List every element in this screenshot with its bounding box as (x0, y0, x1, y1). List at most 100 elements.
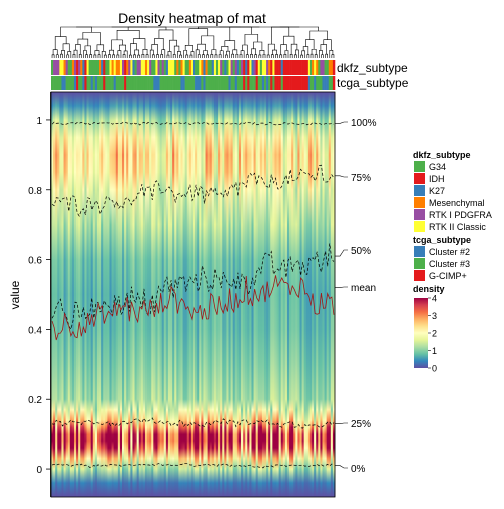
dkfz-annotation-cell (65, 60, 69, 75)
tcga-annotation-cell (224, 76, 227, 90)
dkfz-annotation-cell (142, 60, 146, 75)
dkfz-annotation-cell (113, 60, 117, 75)
tcga-annotation-cell (190, 76, 194, 90)
heatmap-column (63, 92, 67, 497)
dendrogram-branch (129, 54, 132, 58)
tcga-track-label: tcga_subtype (337, 76, 409, 90)
tcga-annotation-cell (67, 76, 71, 90)
tcga-annotation-cell (278, 76, 282, 90)
tcga-annotation-cell (230, 76, 233, 90)
dkfz-annotation-cell (224, 60, 227, 75)
heatmap-column (99, 92, 102, 497)
heatmap-column (147, 92, 150, 497)
tcga-annotation-cell (178, 76, 181, 90)
heatmap-column (117, 92, 121, 497)
dkfz-annotation-cell (211, 60, 215, 75)
density-legend-label: 2 (432, 329, 437, 339)
dkfz-annotation-cell (295, 60, 298, 75)
y-tick-label: 0 (36, 465, 42, 476)
dkfz-annotation-cell (249, 60, 252, 75)
heatmap-body (51, 92, 336, 497)
tcga-annotation-cell (88, 76, 91, 90)
heatmap-column (230, 92, 234, 497)
dkfz-annotation-cell (261, 60, 265, 75)
heatmap-column (190, 92, 194, 497)
quantile-label: 50% (351, 246, 371, 257)
tcga-annotation-cell (286, 76, 290, 90)
dendrogram-branch (195, 49, 200, 58)
dendrogram-branch (151, 44, 158, 55)
dkfz-annotation-cell (328, 60, 332, 75)
heatmap-column (151, 92, 154, 497)
tcga-annotation-cell (163, 76, 167, 90)
quantile-line-25pct (51, 417, 335, 429)
dkfz-annotation-cell (326, 60, 330, 75)
tcga-annotation-cell (312, 76, 315, 90)
dkfz-annotation-cell (176, 60, 179, 75)
dkfz-annotation-cell (232, 60, 236, 75)
tcga-annotation-cell (232, 76, 236, 90)
heatmap-border (50, 91, 336, 498)
dkfz-annotation-cell (259, 60, 263, 75)
quantile-label: 100% (351, 118, 377, 129)
tcga-annotation-cell (80, 76, 83, 90)
heatmap-column (307, 92, 311, 497)
tcga-annotation-cell (238, 76, 242, 90)
dendrogram-branch (60, 26, 92, 37)
dendrogram-branch (323, 39, 332, 51)
dkfz-annotation-cell (190, 60, 194, 75)
heatmap-column (284, 92, 288, 497)
dendrogram-branch (201, 35, 215, 50)
dendrogram-branch (214, 54, 218, 58)
dendrogram-branch (254, 54, 257, 58)
dendrogram-branch (197, 54, 201, 58)
heatmap-column (257, 92, 261, 497)
heatmap-column (218, 92, 221, 497)
dkfz-annotation-cell (57, 60, 60, 75)
dkfz-annotation-cell (215, 60, 219, 75)
density-legend-label: 1 (432, 346, 437, 356)
dkfz-track-label: dkfz_subtype (337, 61, 408, 75)
dendrogram-branch (314, 54, 318, 58)
y-axis-label: value (8, 280, 22, 309)
dkfz-annotation-cell (188, 60, 192, 75)
tcga-annotation-cell (157, 76, 160, 90)
dkfz-annotation-cell (78, 60, 81, 75)
dkfz-annotation-cell (264, 60, 267, 75)
tcga-annotation-cell (320, 76, 323, 90)
dendrogram-branch (329, 50, 334, 58)
tcga-annotation-cell (115, 76, 119, 90)
dendrogram-branch (295, 49, 299, 58)
heatmap-column (92, 92, 96, 497)
dendrogram-branch (183, 50, 188, 58)
legend-density-ticks: 0 1 2 3 4 (428, 294, 437, 374)
quantile-line-100pct (51, 121, 335, 126)
tcga-annotation-cell (205, 76, 208, 90)
dkfz-annotation-cell (324, 60, 327, 75)
quantile-lines (51, 121, 335, 469)
tcga-annotation-cell (330, 76, 334, 90)
tcga-annotation-cell (264, 76, 267, 90)
tcga-annotation-cell (222, 76, 225, 90)
dendrogram-branch (301, 50, 306, 58)
heatmap-column (224, 92, 227, 497)
heatmap-column (270, 92, 273, 497)
dkfz-annotation-cell (203, 60, 206, 75)
dkfz-annotation-cell (105, 60, 108, 75)
heatmap-column (184, 92, 188, 497)
tcga-annotation-cell (90, 76, 94, 90)
tcga-annotation-cell (282, 76, 286, 90)
tcga-annotation-cell (207, 76, 211, 90)
tcga-annotation-cell (180, 76, 183, 90)
quantile-leader-line (335, 286, 348, 288)
legend-swatch (414, 197, 425, 208)
dendrogram-branch (189, 54, 193, 58)
tcga-annotation-cell (280, 76, 284, 90)
dendrogram-branch (160, 54, 164, 58)
heatmap-column (241, 92, 244, 497)
dkfz-annotation-cell (205, 60, 208, 75)
y-axis: 0 0.2 0.4 0.6 0.8 1 (28, 92, 51, 497)
dkfz-annotation-cell (71, 60, 75, 75)
tcga-annotation-cell (266, 76, 269, 90)
heatmap-column (153, 92, 156, 497)
